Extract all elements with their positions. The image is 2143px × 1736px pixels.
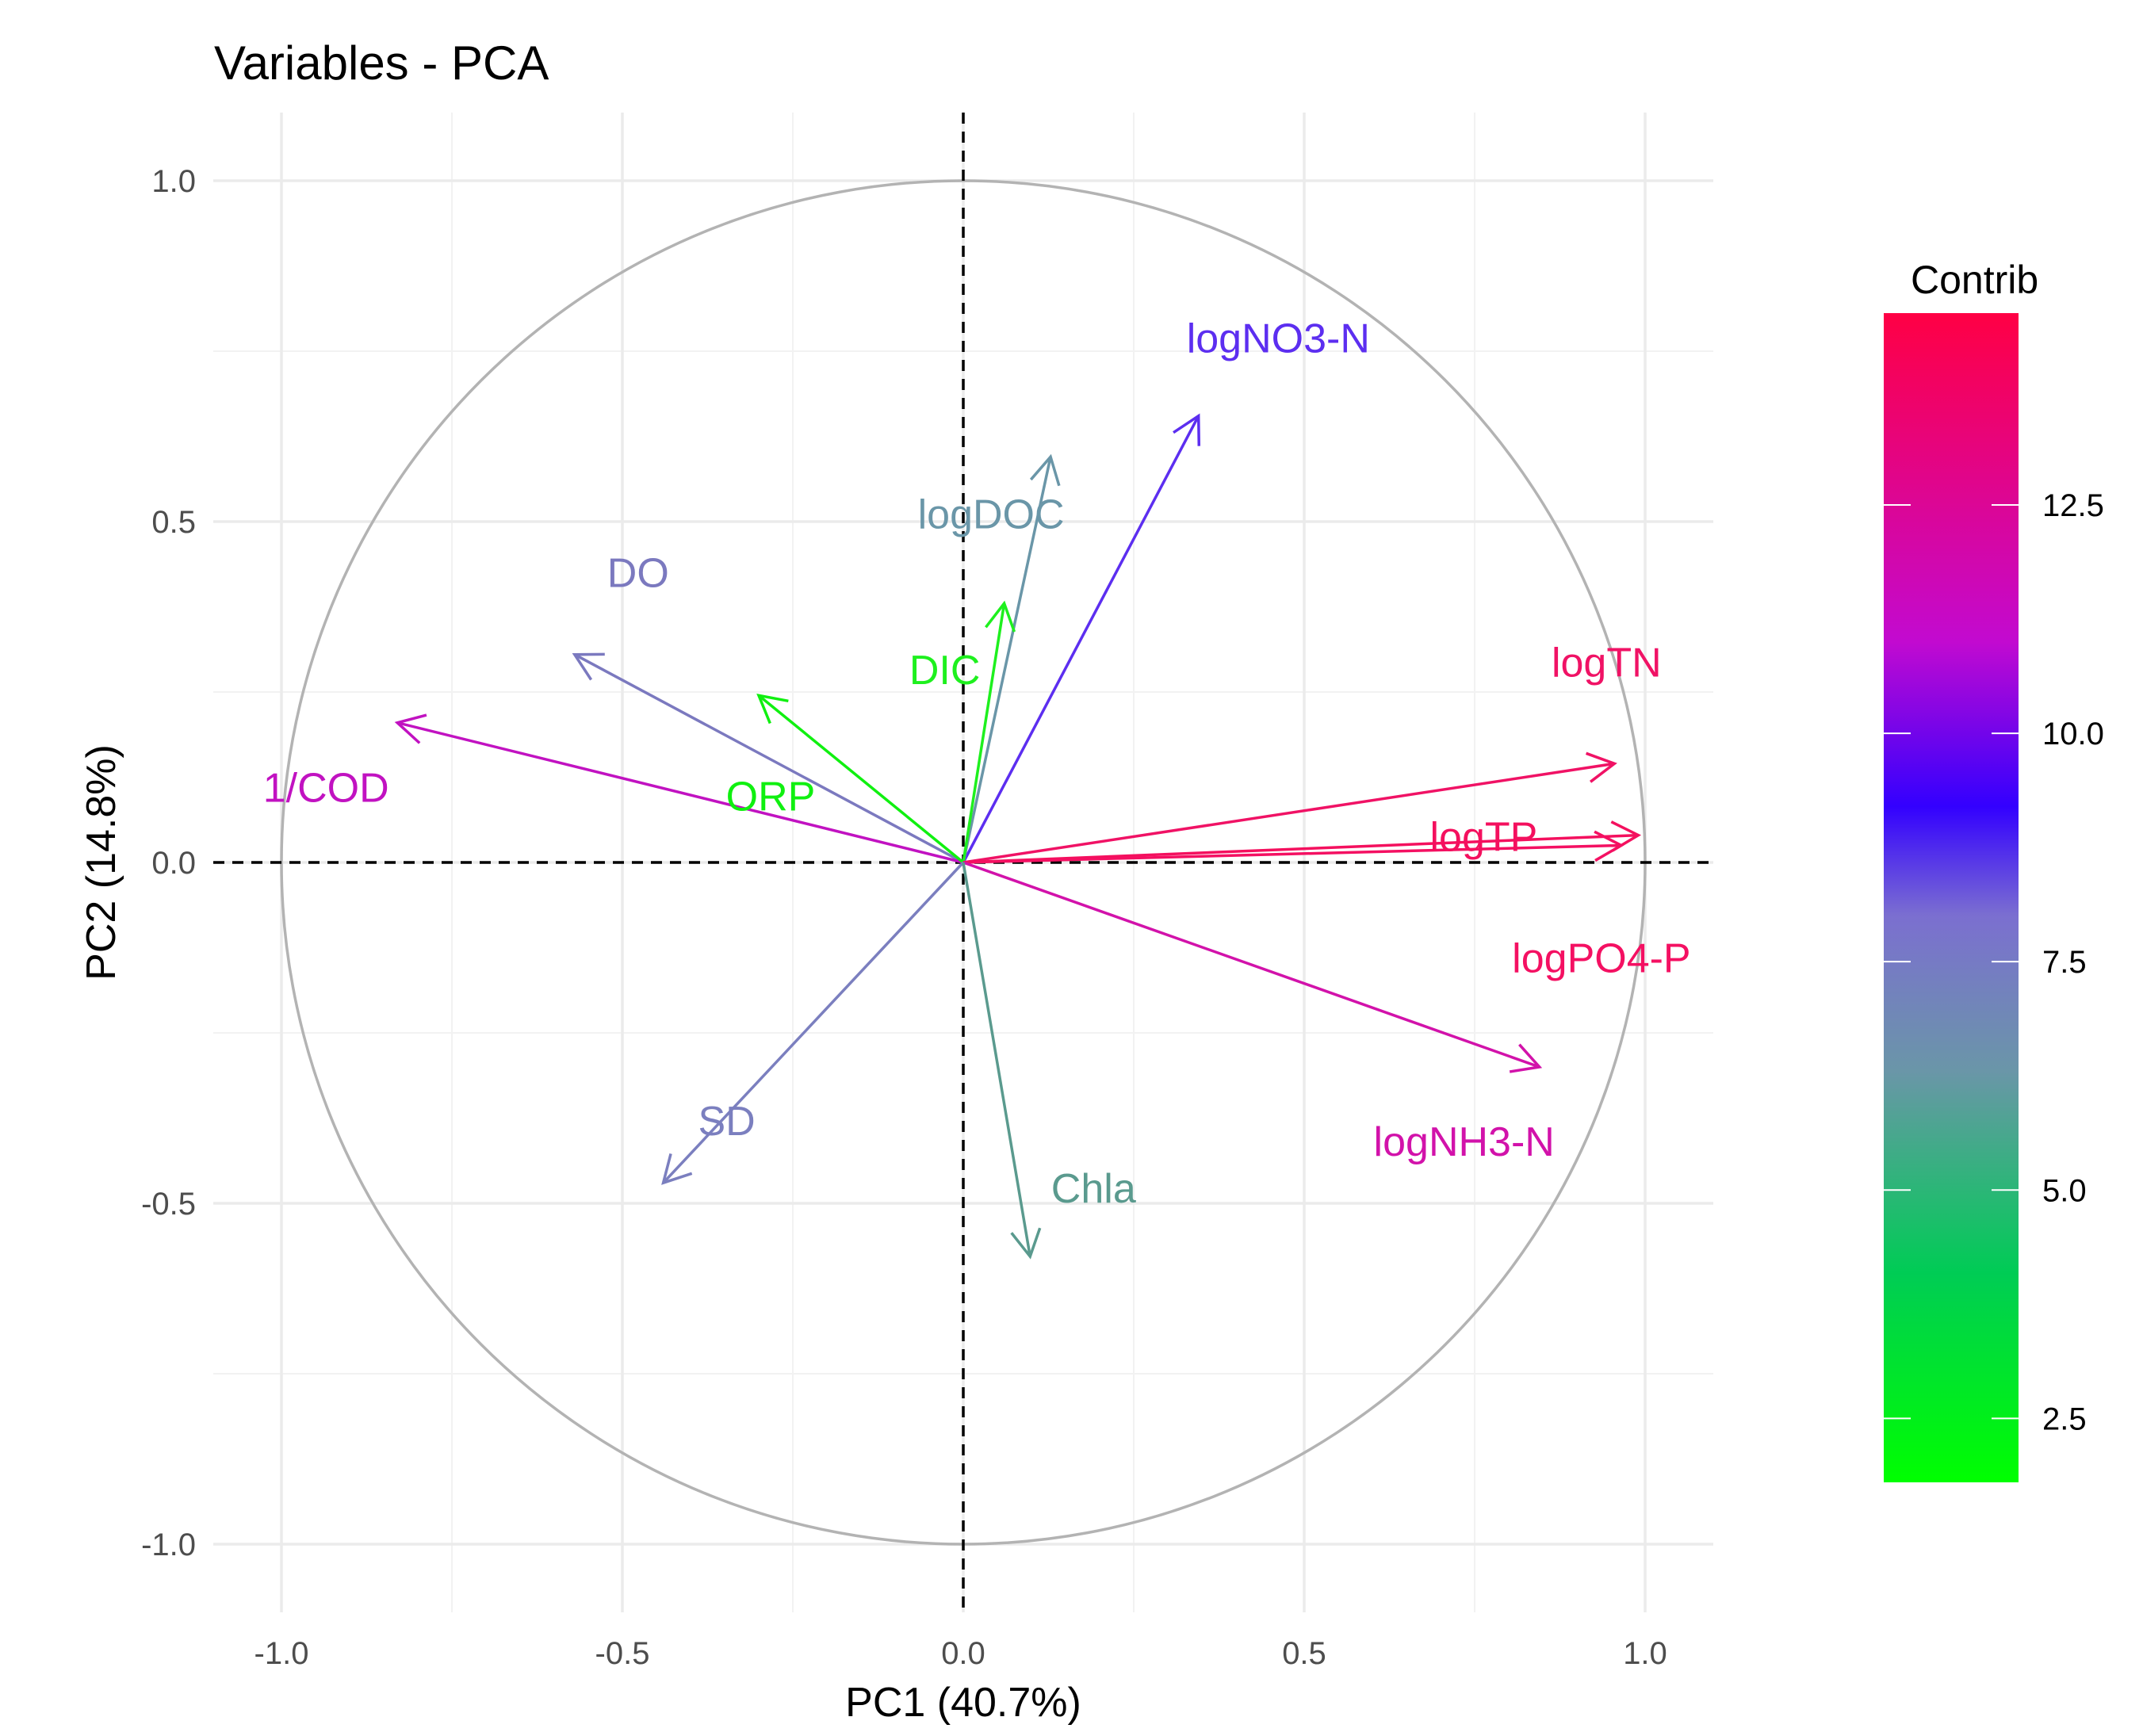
legend-tick-label: 10.0	[2042, 717, 2104, 751]
legend-ticks: 2.5 5.0 7.5 10.0 12.5	[1884, 488, 2104, 1436]
arrowhead-sd	[661, 1153, 693, 1185]
legend-tick-label: 5.0	[2042, 1173, 2087, 1208]
arrow-sd	[662, 861, 965, 1184]
y-tick-label: 0.5	[151, 505, 196, 540]
arrow-lognh3-n	[962, 861, 1540, 1069]
label-logtp: logTP	[1429, 815, 1537, 861]
x-tick-label: 0.5	[1282, 1636, 1326, 1671]
y-axis-ticks: -1.0 -0.5 0.0 0.5 1.0	[141, 164, 196, 1562]
y-tick-label: 1.0	[151, 164, 196, 199]
label-logno3-n: logNO3-N	[1187, 316, 1370, 362]
label-1-cod: 1/COD	[263, 766, 389, 812]
y-tick-label: 0.0	[151, 846, 196, 881]
arrowhead-lognh3-n	[1509, 1043, 1543, 1073]
arrowhead-1-cod	[394, 713, 427, 744]
arrow-dic	[962, 602, 1006, 863]
arrow-1-cod	[396, 721, 964, 864]
y-axis-label: PC2 (14.8%)	[78, 744, 124, 981]
x-tick-label: -0.5	[595, 1636, 650, 1671]
variable-labels: logNO3-N logDOC DO DIC 1/COD ORP logTN logTP log…	[263, 316, 1691, 1212]
arrow-orp	[757, 694, 965, 864]
x-tick-label: -1.0	[254, 1636, 309, 1671]
x-tick-label: 0.0	[941, 1636, 985, 1671]
arrowhead-logtn	[1585, 751, 1617, 783]
label-logpo4-p: logPO4-P	[1512, 936, 1690, 982]
contrib-legend: Contrib 2.5 5.0 7.5 10.0 12.5	[1884, 258, 2104, 1482]
chart-title: Variables - PCA	[214, 36, 549, 90]
label-do: DO	[607, 551, 669, 597]
arrow-logtp	[962, 833, 1639, 864]
label-logdoc: logDOC	[918, 491, 1065, 537]
legend-tick-label: 2.5	[2042, 1401, 2087, 1436]
x-axis-ticks: -1.0 -0.5 0.0 0.5 1.0	[254, 1636, 1667, 1671]
legend-colorbar	[1884, 313, 2019, 1482]
arrow-logpo4-p	[962, 843, 1621, 864]
arrow-logno3-n	[962, 415, 1200, 863]
legend-title: Contrib	[1911, 258, 2038, 302]
arrow-do	[573, 653, 964, 864]
label-orp: ORP	[726, 774, 816, 820]
y-tick-label: -1.0	[141, 1528, 196, 1562]
plot-panel: logNO3-N logDOC DO DIC 1/COD ORP logTN logTP log…	[213, 113, 1713, 1612]
label-logtn: logTN	[1552, 640, 1662, 686]
legend-tick-label: 12.5	[2042, 488, 2104, 523]
label-chla: Chla	[1051, 1166, 1136, 1212]
label-lognh3-n: logNH3-N	[1374, 1119, 1555, 1165]
label-sd: SD	[698, 1099, 755, 1145]
arrowhead-dic	[985, 600, 1016, 633]
arrowhead-chla	[1010, 1227, 1042, 1260]
legend-tick-label: 7.5	[2042, 945, 2087, 980]
arrowhead-logpo4-p	[1594, 830, 1624, 862]
label-dic: DIC	[909, 648, 981, 694]
arrow-logdoc	[962, 456, 1052, 863]
arrowhead-logdoc	[1029, 453, 1061, 487]
variable-arrows	[394, 413, 1642, 1260]
arrow-chla	[962, 862, 1032, 1257]
arrowhead-do	[572, 652, 605, 681]
x-axis-label: PC1 (40.7%)	[845, 1680, 1081, 1726]
arrow-logtn	[962, 762, 1615, 864]
x-tick-label: 1.0	[1623, 1636, 1667, 1671]
arrowhead-logno3-n	[1173, 413, 1201, 446]
arrowhead-orp	[756, 693, 789, 725]
y-tick-label: -0.5	[141, 1187, 196, 1222]
